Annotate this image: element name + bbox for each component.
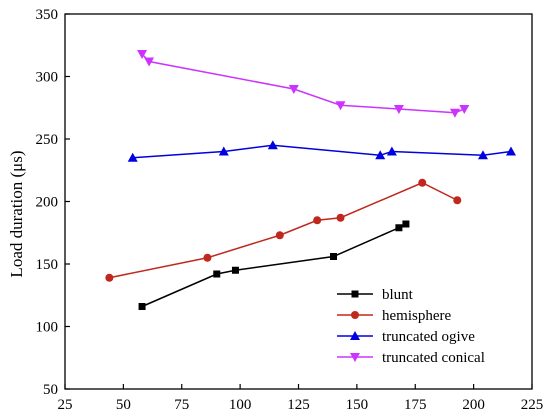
x-tick-label: 75 (174, 397, 189, 413)
data-point-blunt (395, 224, 403, 232)
data-point-truncated-conical (393, 105, 404, 114)
data-point-truncated-ogive (386, 146, 397, 156)
legend-label-truncated-ogive: truncated ogive (382, 329, 475, 345)
y-tick-label: 200 (36, 195, 59, 211)
data-point-truncated-ogive (218, 146, 229, 156)
x-tick-label: 125 (287, 397, 310, 413)
y-axis-title: Load duration (μs) (7, 150, 26, 277)
data-point-blunt (402, 220, 410, 228)
data-point-truncated-ogive (505, 146, 516, 156)
y-tick-label: 50 (43, 382, 58, 398)
data-point-truncated-conical (144, 57, 155, 67)
y-tick-label: 100 (36, 320, 59, 336)
data-point-truncated-conical (335, 101, 346, 111)
series-truncated-ogive (127, 140, 516, 162)
x-tick-label: 200 (462, 397, 485, 413)
legend-marker-hemisphere (351, 311, 359, 319)
legend-marker-truncated-ogive (350, 331, 360, 340)
data-point-hemisphere (275, 231, 284, 240)
data-point-hemisphere (203, 253, 212, 262)
data-point-truncated-conical (137, 50, 148, 59)
x-tick-label: 225 (521, 397, 544, 413)
data-point-blunt (231, 266, 239, 274)
data-point-blunt (330, 253, 338, 260)
series-group (105, 50, 516, 310)
data-point-truncated-conical (288, 85, 299, 94)
legend-label-hemisphere: hemisphere (382, 308, 451, 324)
series-line-truncated-conical (141, 53, 465, 114)
series-truncated-conical (137, 50, 470, 118)
legend: blunt hemisphere truncated ogive truncated … (337, 287, 485, 366)
data-point-truncated-conical (459, 105, 470, 114)
series-blunt (138, 220, 410, 310)
data-point-hemisphere (105, 273, 114, 282)
data-point-truncated-ogive (127, 152, 138, 162)
x-tick-label: 50 (116, 397, 131, 413)
data-point-hemisphere (418, 178, 427, 187)
data-point-hemisphere (313, 216, 322, 225)
legend-marker-blunt (351, 290, 359, 298)
legend-label-blunt: blunt (382, 287, 414, 303)
y-tick-label: 250 (36, 132, 59, 148)
data-point-blunt (138, 303, 146, 310)
data-point-truncated-ogive (375, 150, 386, 160)
data-point-hemisphere (453, 196, 462, 205)
y-tick-label: 150 (36, 257, 59, 273)
data-point-truncated-ogive (477, 150, 488, 160)
ticks-group: 25 50 75 100 125 150 175 200 2255010015020025030… (36, 7, 544, 413)
legend-marker-truncated-conical (350, 353, 360, 362)
data-point-blunt (213, 270, 221, 278)
data-point-hemisphere (336, 213, 345, 222)
x-tick-label: 100 (229, 397, 252, 413)
y-tick-label: 300 (36, 70, 59, 86)
data-point-truncated-ogive (267, 140, 278, 150)
series-hemisphere (105, 178, 462, 282)
series-line-truncated-ogive (132, 144, 512, 159)
legend-label-truncated-conical: truncated conical (382, 350, 485, 366)
x-tick-label: 175 (404, 397, 427, 413)
x-tick-label: 150 (346, 397, 369, 413)
y-tick-label: 350 (36, 7, 59, 23)
data-point-truncated-conical (449, 108, 460, 118)
x-tick-label: 25 (58, 397, 73, 413)
